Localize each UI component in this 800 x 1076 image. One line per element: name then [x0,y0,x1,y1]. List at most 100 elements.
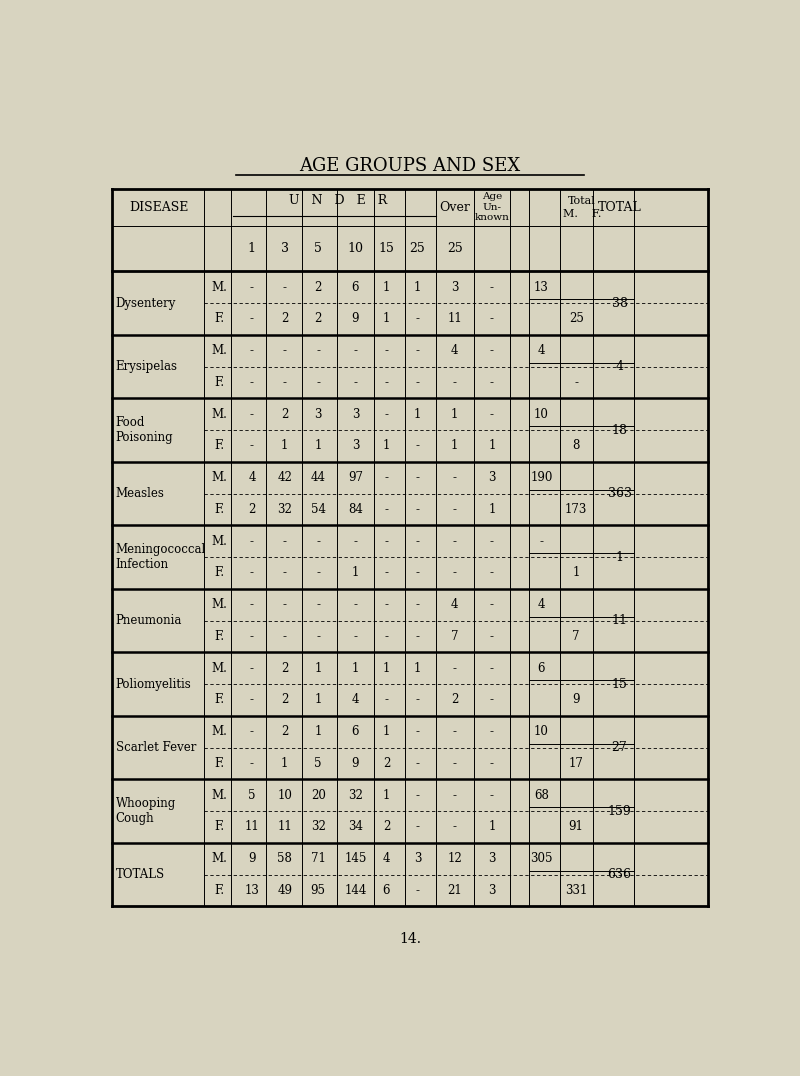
Text: 9: 9 [352,756,359,770]
Text: 13: 13 [534,281,549,294]
Text: 9: 9 [352,312,359,325]
Text: 4: 4 [248,471,256,484]
Text: -: - [250,344,254,357]
Text: 4: 4 [538,344,545,357]
Text: -: - [316,535,320,548]
Text: 2: 2 [281,408,289,421]
Text: F.: F. [214,883,224,897]
Text: 1: 1 [414,281,421,294]
Text: -: - [453,471,457,484]
Text: -: - [415,629,419,642]
Text: -: - [316,376,320,388]
Text: 10: 10 [534,725,549,738]
Text: 3: 3 [352,439,359,452]
Text: -: - [282,629,286,642]
Text: 144: 144 [344,883,366,897]
Text: -: - [250,725,254,738]
Text: 17: 17 [569,756,583,770]
Text: 1: 1 [414,662,421,675]
Text: M.: M. [211,598,227,611]
Text: 12: 12 [447,852,462,865]
Text: 190: 190 [530,471,553,484]
Text: Erysipelas: Erysipelas [115,360,178,373]
Text: 331: 331 [565,883,587,897]
Text: 4: 4 [382,852,390,865]
Text: Whooping
Cough: Whooping Cough [115,797,176,825]
Text: TOTAL: TOTAL [598,201,642,214]
Text: 20: 20 [311,789,326,802]
Text: M.: M. [211,281,227,294]
Text: -: - [490,566,494,579]
Text: 1: 1 [248,242,256,255]
Text: 4: 4 [352,693,359,707]
Text: 173: 173 [565,502,587,515]
Text: Dysentery: Dysentery [115,297,176,310]
Text: -: - [490,535,494,548]
Text: -: - [385,629,389,642]
Text: 13: 13 [245,883,259,897]
Text: 305: 305 [530,852,553,865]
Text: -: - [490,693,494,707]
Text: -: - [453,376,457,388]
Text: M.: M. [211,408,227,421]
Text: 2: 2 [382,820,390,834]
Text: 2: 2 [281,312,289,325]
Text: -: - [250,281,254,294]
Text: -: - [250,629,254,642]
Text: 4: 4 [451,598,458,611]
Text: 363: 363 [607,487,631,500]
Text: 27: 27 [612,741,627,754]
Text: 15: 15 [612,678,627,691]
Text: -: - [282,598,286,611]
Text: 11: 11 [611,614,627,627]
Text: -: - [250,662,254,675]
Text: 84: 84 [348,502,363,515]
Text: 1: 1 [314,693,322,707]
Text: 2: 2 [281,662,289,675]
Text: 7: 7 [573,629,580,642]
Text: 9: 9 [573,693,580,707]
Text: -: - [385,598,389,611]
Text: -: - [453,756,457,770]
Text: 3: 3 [314,408,322,421]
Text: 1: 1 [382,789,390,802]
Text: -: - [415,439,419,452]
Text: 32: 32 [348,789,363,802]
Text: -: - [415,535,419,548]
Text: F.: F. [214,756,224,770]
Text: 1: 1 [382,281,390,294]
Text: 7: 7 [451,629,458,642]
Text: 9: 9 [248,852,256,865]
Text: F.: F. [214,376,224,388]
Text: -: - [490,756,494,770]
Text: M.: M. [211,852,227,865]
Text: M.: M. [211,344,227,357]
Text: M.: M. [211,535,227,548]
Text: 1: 1 [488,439,495,452]
Text: -: - [415,344,419,357]
Text: 1: 1 [382,725,390,738]
Text: -: - [385,693,389,707]
Text: F.: F. [214,502,224,515]
Text: 1: 1 [382,312,390,325]
Text: -: - [490,662,494,675]
Text: 5: 5 [314,242,322,255]
Text: -: - [385,408,389,421]
Text: F.: F. [214,439,224,452]
Text: -: - [250,693,254,707]
Text: 1: 1 [451,439,458,452]
Text: 25: 25 [569,312,583,325]
Text: U   N   D   E   R: U N D E R [289,194,387,208]
Text: 1: 1 [281,756,289,770]
Text: 32: 32 [311,820,326,834]
Text: 38: 38 [611,297,627,310]
Text: 1: 1 [314,439,322,452]
Text: -: - [354,598,358,611]
Text: -: - [574,376,578,388]
Text: -: - [385,344,389,357]
Text: 11: 11 [278,820,292,834]
Text: -: - [453,566,457,579]
Text: 10: 10 [347,242,363,255]
Text: Food
Poisoning: Food Poisoning [115,416,173,444]
Text: 3: 3 [488,471,495,484]
